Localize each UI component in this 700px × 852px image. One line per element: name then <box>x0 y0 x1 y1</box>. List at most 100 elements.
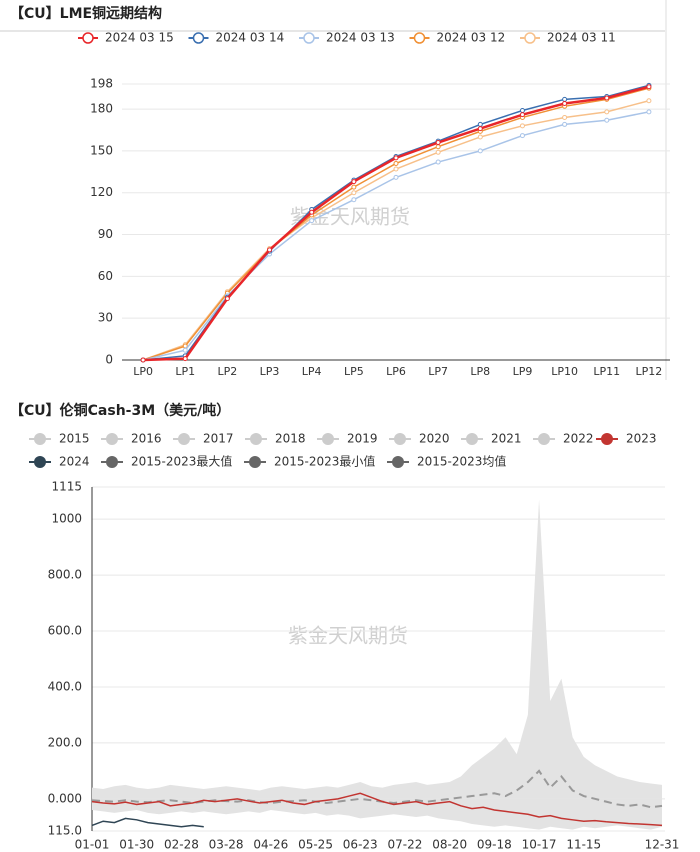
y-tick-label: 180 <box>90 102 113 116</box>
y-tick-label: 400.0 <box>48 679 82 693</box>
x-tick-label: LP7 <box>428 365 448 378</box>
point <box>351 190 357 196</box>
x-tick-label: 04-26 <box>253 838 288 852</box>
x-tick-label: 01-01 <box>75 838 110 852</box>
legend-label: 2015 <box>59 432 90 446</box>
x-tick-label: LP9 <box>513 365 533 378</box>
legend-label: 2024 03 11 <box>547 31 616 45</box>
range-area <box>92 798 662 830</box>
legend-label: 2015-2023最小值 <box>274 454 375 469</box>
x-tick-label: LP2 <box>218 365 238 378</box>
point <box>182 347 188 353</box>
point <box>604 117 610 123</box>
x-tick-label: 06-23 <box>343 838 378 852</box>
legend-icon <box>322 433 334 445</box>
legend-label: 2024 03 12 <box>437 31 506 45</box>
x-tick-label: 10-17 <box>522 838 557 852</box>
x-tick-label: 09-18 <box>477 838 512 852</box>
y-tick-label: 115.0 <box>48 824 82 838</box>
legend-icon <box>192 32 205 44</box>
point <box>182 356 188 362</box>
point <box>477 121 483 127</box>
x-tick-label: LP8 <box>470 365 490 378</box>
x-tick-label: 03-28 <box>209 838 244 852</box>
x-tick-label: LP5 <box>344 365 364 378</box>
point <box>267 247 273 253</box>
point <box>393 174 399 180</box>
x-tick-label: 02-28 <box>164 838 199 852</box>
point <box>562 114 568 120</box>
point <box>562 96 568 102</box>
legend-icon <box>34 456 46 468</box>
x-tick-label: 01-30 <box>119 838 154 852</box>
series-line <box>142 111 650 361</box>
point <box>477 134 483 140</box>
chart-title: 【CU】LME铜远期结构 <box>10 5 162 22</box>
point <box>562 101 568 107</box>
legend-label: 2015-2023最大值 <box>131 454 232 469</box>
legend-icon <box>106 433 118 445</box>
point <box>435 149 441 155</box>
point <box>393 155 399 161</box>
series-line <box>91 792 663 827</box>
y-tick-label: 198 <box>90 77 113 91</box>
series-line <box>91 769 663 809</box>
legend-icon <box>178 433 190 445</box>
point <box>224 296 230 302</box>
point <box>435 144 441 150</box>
series-line <box>142 100 650 361</box>
point <box>351 197 357 203</box>
series-line <box>91 817 204 828</box>
point <box>646 98 652 104</box>
y-tick-label: 0 <box>105 353 113 367</box>
y-tick-label: 30 <box>98 311 113 325</box>
legend-label: 2019 <box>347 432 378 446</box>
legend-icon <box>524 32 536 44</box>
x-tick-label: LP1 <box>175 365 195 378</box>
x-tick-label: 11-15 <box>566 838 601 852</box>
x-tick-label: LP12 <box>636 365 663 378</box>
legend-label: 2022 <box>563 432 594 446</box>
legend-icon <box>106 456 118 468</box>
legend-label: 2017 <box>203 432 234 446</box>
point <box>309 218 315 224</box>
legend-label: 2021 <box>491 432 522 446</box>
legend-label: 2016 <box>131 432 162 446</box>
legend-label: 2023 <box>626 432 657 446</box>
point <box>351 184 357 190</box>
legend-icon <box>250 433 262 445</box>
x-tick-label: LP6 <box>386 365 406 378</box>
legend-label: 2018 <box>275 432 306 446</box>
y-tick-label: 0.000 <box>48 791 82 805</box>
point <box>604 95 610 101</box>
y-tick-label: 150 <box>90 143 113 157</box>
legend-label: 2015-2023均值 <box>417 454 506 469</box>
point <box>477 126 483 132</box>
point <box>309 209 315 215</box>
y-tick-label: 60 <box>98 269 113 283</box>
legend-label: 2024 03 13 <box>326 31 395 45</box>
point <box>519 123 525 129</box>
point <box>393 160 399 166</box>
legend-icon <box>392 456 404 468</box>
point <box>140 357 146 363</box>
x-tick-label: 05-25 <box>298 838 333 852</box>
x-tick-label: LP0 <box>133 365 153 378</box>
legend-icon <box>394 433 406 445</box>
y-tick-label: 120 <box>90 185 113 199</box>
point <box>646 109 652 115</box>
point <box>519 112 525 118</box>
legend-label: 2024 <box>59 455 90 469</box>
legend-icon <box>34 433 46 445</box>
y-tick-label: 600.0 <box>48 624 82 638</box>
legend-label: 2024 03 14 <box>216 31 285 45</box>
x-tick-label: 07-22 <box>388 838 423 852</box>
point <box>519 107 525 113</box>
legend-icon <box>82 32 94 44</box>
x-tick-label: LP11 <box>593 365 620 378</box>
y-tick-label: 1000 <box>51 512 82 526</box>
legend-label: 2024 03 15 <box>105 31 174 45</box>
point <box>351 179 357 185</box>
legend-icon <box>466 433 478 445</box>
